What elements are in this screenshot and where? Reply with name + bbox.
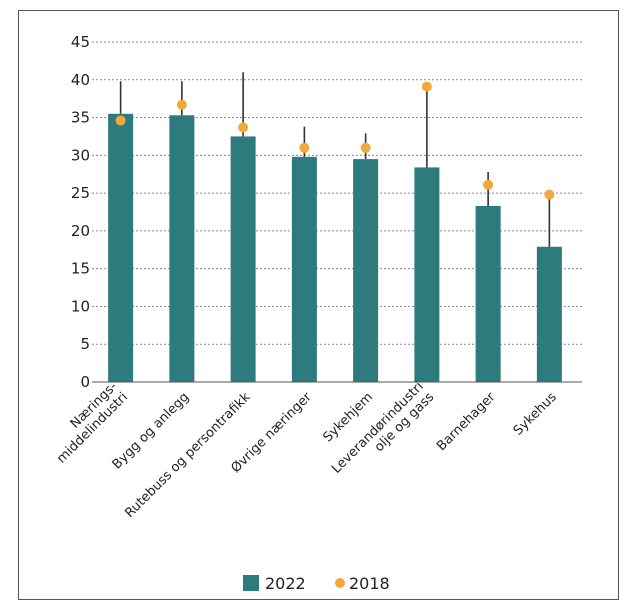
- point-2018: [238, 122, 249, 133]
- category-label-line: Rutebuss og persontrafikk: [122, 389, 254, 521]
- y-tick-label: 5: [80, 335, 90, 353]
- legend-swatch-2018: [335, 578, 345, 588]
- bar-2022: [108, 113, 134, 383]
- legend-swatch-2022: [243, 575, 259, 591]
- category-label-line: Barnehager: [434, 389, 499, 454]
- point-2018: [421, 81, 432, 92]
- category-label: Rutebuss og persontrafikk: [122, 389, 254, 521]
- y-tick-label: 35: [71, 109, 90, 127]
- bar-2022: [291, 156, 317, 382]
- bar-2022: [475, 205, 501, 382]
- point-2018: [544, 189, 555, 200]
- bars: [108, 113, 562, 383]
- category-label: Sykehus: [511, 390, 560, 439]
- legend-label-2018: 2018: [349, 574, 390, 593]
- bar-2022: [414, 167, 440, 382]
- y-tick-label: 10: [71, 297, 90, 315]
- y-tick-label: 20: [71, 222, 90, 240]
- point-2018: [360, 142, 371, 153]
- category-label: Leverandørindustriolje og gass: [329, 379, 437, 487]
- y-tick-label: 40: [71, 71, 90, 89]
- bar-2022: [169, 115, 195, 383]
- points-2018: [115, 81, 555, 200]
- point-2018: [115, 115, 126, 126]
- point-2018: [483, 179, 494, 190]
- point-2018: [176, 99, 187, 110]
- y-tick-label: 0: [80, 373, 90, 391]
- bar-2022: [353, 159, 379, 382]
- y-tick-label: 45: [71, 33, 90, 51]
- legend: 2022 2018: [243, 574, 390, 593]
- y-tick-label: 30: [71, 146, 90, 164]
- gridlines: [92, 41, 582, 345]
- bar-2022: [230, 136, 256, 382]
- y-tick-label: 15: [71, 260, 90, 278]
- point-2018: [299, 142, 310, 153]
- legend-label-2022: 2022: [265, 574, 306, 593]
- category-label-line: Sykehus: [511, 390, 560, 439]
- y-axis-ticks: 0 5 10 15 20 25 30 35 40 45: [71, 33, 90, 391]
- y-tick-label: 25: [71, 184, 90, 202]
- category-label: Barnehager: [434, 389, 499, 454]
- bar-2022: [536, 246, 562, 382]
